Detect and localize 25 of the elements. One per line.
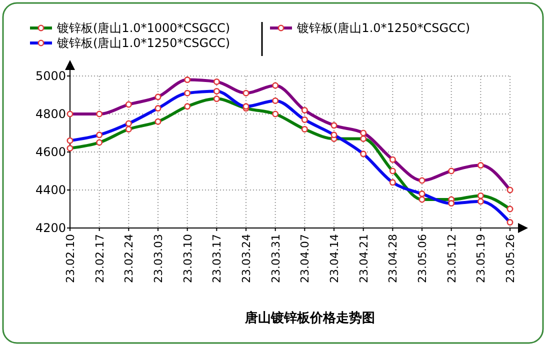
y-tick-label: 4400 bbox=[35, 183, 66, 198]
y-tick-label: 4600 bbox=[35, 145, 66, 160]
x-tick-label: 23.02.24 bbox=[122, 234, 136, 283]
y-tick-label: 4800 bbox=[35, 107, 66, 122]
x-tick-label: 23.03.10 bbox=[181, 234, 194, 283]
x-tick-label: 23.03.03 bbox=[152, 234, 165, 283]
x-tick-label: 23.05.26 bbox=[504, 234, 517, 283]
x-tick-label: 23.05.19 bbox=[474, 234, 488, 283]
x-tick-label: 23.02.17 bbox=[93, 234, 106, 283]
y-tick-label: 5000 bbox=[35, 69, 66, 84]
legend-label: 镀锌板(唐山1.0*1000*CSGCC) bbox=[56, 21, 230, 36]
legend-label: 镀锌板(唐山1.0*1250*CSGCC) bbox=[56, 36, 230, 50]
x-tick-label: 23.05.12 bbox=[445, 234, 458, 283]
legend-label: 镀锌板(唐山1.0*1250*CSGCC) bbox=[296, 21, 470, 36]
x-tick-label: 23.05.06 bbox=[416, 234, 429, 283]
text: 唐山镀锌板价格走势图 bbox=[244, 310, 375, 326]
x-tick-label: 23.03.24 bbox=[240, 234, 253, 283]
x-tick-label: 23.04.07 bbox=[298, 234, 312, 283]
x-tick-label: 23.03.17 bbox=[210, 234, 224, 283]
y-tick-label: 4200 bbox=[35, 221, 66, 236]
x-tick-label: 23.02.10 bbox=[64, 234, 77, 283]
x-tick-label: 23.04.28 bbox=[386, 234, 400, 283]
x-tick-label: 23.04.21 bbox=[357, 234, 370, 283]
x-tick-label: 23.03.31 bbox=[269, 234, 282, 283]
x-tick-label: 23.04.14 bbox=[328, 234, 341, 283]
